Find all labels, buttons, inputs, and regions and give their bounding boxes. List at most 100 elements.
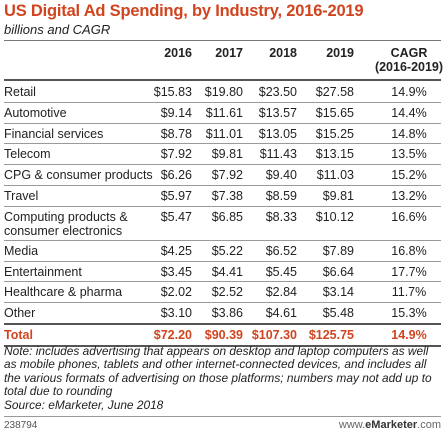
- cell-cagr: 14.8%: [391, 126, 427, 141]
- row-label: CPG & consumer products: [4, 168, 153, 182]
- row-divider: [4, 302, 441, 304]
- cell-cagr: 16.6%: [391, 209, 427, 224]
- cell-2018: $8.59: [265, 189, 297, 203]
- source-text: Source: eMarketer, June 2018: [4, 397, 164, 412]
- cell-2016: $72.20: [153, 328, 192, 342]
- cell-2019: $9.81: [322, 189, 354, 203]
- row-label-line: Financial services: [4, 126, 104, 141]
- cell-2018: $9.40: [265, 168, 297, 183]
- cell-2016: $3.10: [160, 306, 192, 321]
- cell-2019: $11.03: [316, 168, 354, 183]
- row-label-line: Computing products &: [4, 209, 128, 224]
- cell-cagr: 14.9%: [391, 85, 427, 99]
- cell-2017: $2.52: [211, 285, 243, 300]
- row-label: Other: [4, 306, 35, 320]
- row-label: Retail: [4, 85, 36, 99]
- brand-name: eMarketer: [365, 419, 418, 431]
- row-label: Media: [4, 244, 38, 258]
- cell-2019: $125.75: [308, 328, 354, 342]
- cell-2017: $11.01: [205, 126, 243, 141]
- cell-cagr: 15.2%: [391, 168, 427, 183]
- cagr-header-line-1: CAGR: [390, 46, 428, 60]
- cell-2019: $7.89: [322, 243, 354, 258]
- cell-2017: $3.86: [211, 306, 243, 321]
- cell-2016: $4.25: [160, 243, 192, 258]
- row-divider: [4, 143, 441, 145]
- row-label: Automotive: [4, 106, 67, 120]
- cell-2016: $2.02: [160, 285, 192, 300]
- title-divider: [4, 40, 441, 41]
- note-text: Note: includes advertising that appears …: [4, 344, 432, 399]
- cell-cagr: 17.7%: [391, 264, 427, 279]
- cell-2016: $15.83: [153, 85, 192, 99]
- row-divider: [4, 101, 441, 103]
- cell-2016: $9.14: [160, 105, 192, 120]
- row-label-line: Telecom: [4, 147, 51, 162]
- cagr-header-line-2: (2016-2019): [374, 60, 444, 74]
- cell-2017: $7.92: [211, 168, 243, 183]
- cell-cagr: 14.9%: [391, 328, 427, 342]
- table-row: Telecom $7.92 $9.81 $11.43 $13.15 13.5%: [4, 144, 441, 166]
- cell-cagr: 14.4%: [391, 105, 427, 120]
- row-divider: [4, 281, 441, 283]
- row-label: Financial services: [4, 127, 103, 141]
- row-label-line: CPG & consumer products: [4, 168, 153, 183]
- row-label-line: Travel: [4, 189, 39, 203]
- cell-2018: $8.33: [265, 209, 297, 224]
- table-row: CPG & consumer products $6.26 $7.92 $9.40 $1…: [4, 165, 441, 186]
- cell-2017: $4.41: [211, 264, 243, 279]
- row-divider: [4, 184, 441, 186]
- cell-2018: $11.43: [259, 147, 297, 162]
- cell-2018: $13.05: [258, 126, 297, 141]
- cell-2017: $11.61: [205, 105, 243, 120]
- cell-2017: $19.80: [204, 85, 243, 99]
- total-label: Total: [4, 328, 33, 342]
- row-divider: [4, 205, 441, 207]
- chart-subtitle: billions and CAGR: [4, 22, 111, 37]
- cell-cagr: 16.8%: [391, 243, 427, 258]
- note-block: Note: includes advertising that appears …: [4, 344, 441, 412]
- table-row: Financial services $8.78 $11.01 $13.05 $15.2…: [4, 124, 441, 145]
- cell-2019: $3.14: [322, 285, 354, 300]
- cell-2017: $5.22: [211, 243, 243, 258]
- brand-suffix: .com: [417, 419, 441, 431]
- cell-2017: $6.85: [211, 209, 243, 224]
- row-label: Healthcare & pharma: [4, 285, 122, 299]
- column-header-cagr: CAGR (2016-2019): [369, 46, 445, 74]
- cell-2019: $15.65: [315, 105, 354, 120]
- row-label: Travel: [4, 189, 38, 203]
- cell-2017: $90.39: [204, 328, 243, 342]
- row-divider: [4, 122, 441, 124]
- row-label-line: Automotive: [4, 105, 67, 120]
- brand-prefix: www.: [338, 419, 366, 431]
- cell-2016: $6.26: [160, 168, 192, 183]
- row-label-line: consumer electronics: [4, 223, 123, 238]
- total-divider: [4, 323, 441, 325]
- cell-2018: $4.61: [265, 306, 297, 321]
- cell-2019: $5.48: [322, 306, 354, 321]
- cell-2018: $5.45: [265, 264, 297, 279]
- cell-2019: $10.12: [315, 209, 354, 224]
- table-row: Travel $5.97 $7.38 $8.59 $9.81 13.2%: [4, 186, 441, 207]
- table-row: Healthcare & pharma $2.02 $2.52 $2.84 $3.14 1…: [4, 282, 441, 304]
- cell-2018: $13.57: [258, 105, 297, 120]
- total-row: Total $72.20 $90.39 $107.30 $125.75 14.9%: [4, 325, 441, 346]
- cell-2016: $5.97: [160, 189, 192, 203]
- cell-2016: $8.78: [160, 126, 192, 141]
- cell-2017: $9.81: [211, 147, 243, 162]
- cell-2018: $107.30: [251, 328, 297, 342]
- row-divider: [4, 239, 441, 241]
- table-bottom-divider: [4, 344, 441, 347]
- column-header-2017: 2017: [215, 46, 243, 60]
- cell-2018: $6.52: [265, 243, 297, 258]
- row-divider: [4, 164, 441, 166]
- brand-link[interactable]: www.eMarketer.com: [339, 419, 441, 431]
- chart-title: US Digital Ad Spending, by Industry, 201…: [4, 2, 364, 20]
- row-label-line: Other: [4, 306, 36, 321]
- table-row: Entertainment $3.45 $4.41 $5.45 $6.64 17.7%: [4, 262, 441, 283]
- table-row: Media $4.25 $5.22 $6.52 $7.89 16.8%: [4, 241, 441, 262]
- cell-cagr: 13.2%: [391, 189, 427, 203]
- header-divider: [4, 79, 441, 81]
- cell-2018: $23.50: [258, 85, 297, 99]
- cell-cagr: 11.7%: [391, 285, 427, 300]
